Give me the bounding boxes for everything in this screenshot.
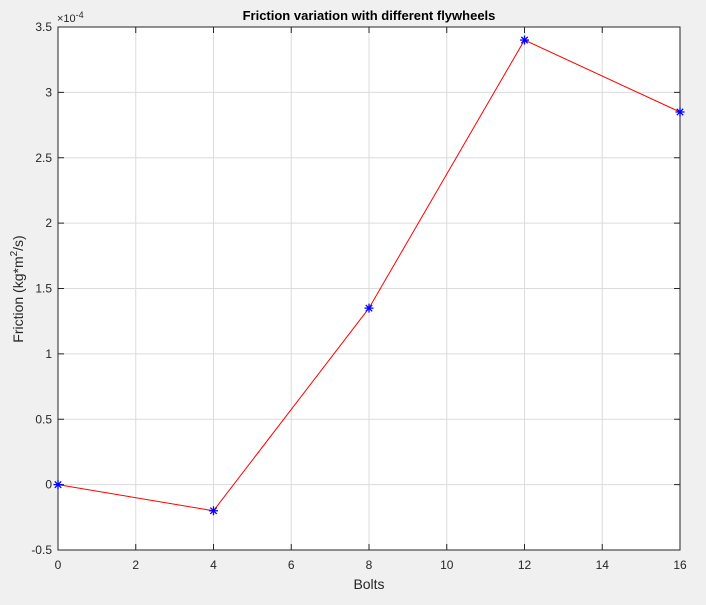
y-axis-label-superscript: 2 (9, 250, 20, 256)
x-tick-label: 6 (288, 558, 295, 572)
x-tick-label: 12 (518, 558, 532, 572)
y-tick-label: 3.5 (35, 20, 52, 34)
x-axis-label: Bolts (353, 576, 384, 592)
series-group (53, 35, 685, 516)
y-axis-label-tail: /s) (10, 235, 26, 251)
grid (57, 26, 681, 551)
y-tick-label: 1 (45, 347, 52, 361)
data-point-marker (209, 506, 218, 516)
y-tick-label: 1.5 (35, 282, 52, 296)
y-tick-label: -0.5 (31, 543, 52, 557)
x-tick-label: 2 (132, 558, 139, 572)
x-tick-label: 0 (55, 558, 62, 572)
data-point-marker (53, 480, 63, 490)
y-axis-exponent-power: -4 (76, 10, 84, 20)
axis-ticks (57, 26, 681, 551)
x-tick-label: 4 (210, 558, 217, 572)
y-tick-label: 2.5 (35, 151, 52, 165)
y-axis-exponent-base: ×10 (57, 13, 76, 25)
x-tick-label: 10 (440, 558, 454, 572)
chart-title: Friction variation with different flywhe… (243, 8, 496, 23)
x-tick-label: 8 (366, 558, 373, 572)
x-tick-labels: 0 2 4 6 8 10 12 14 16 (55, 558, 687, 572)
y-tick-label: 3 (45, 85, 52, 99)
data-point-marker (364, 303, 374, 313)
x-tick-label: 14 (596, 558, 610, 572)
x-tick-label: 16 (673, 558, 687, 572)
y-tick-label: 0 (45, 478, 52, 492)
y-tick-label: 0.5 (35, 412, 52, 426)
y-tick-label: 2 (45, 216, 52, 230)
y-axis-label-main: Friction (kg*m (10, 256, 26, 342)
y-tick-labels: -0.5 0 0.5 1 1.5 2 2.5 3 3.5 (31, 20, 52, 557)
data-point-marker (520, 35, 529, 45)
data-point-marker (675, 107, 685, 117)
y-axis-exponent: ×10-4 (57, 10, 84, 25)
y-axis-label: Friction (kg*m2/s) (9, 235, 26, 342)
